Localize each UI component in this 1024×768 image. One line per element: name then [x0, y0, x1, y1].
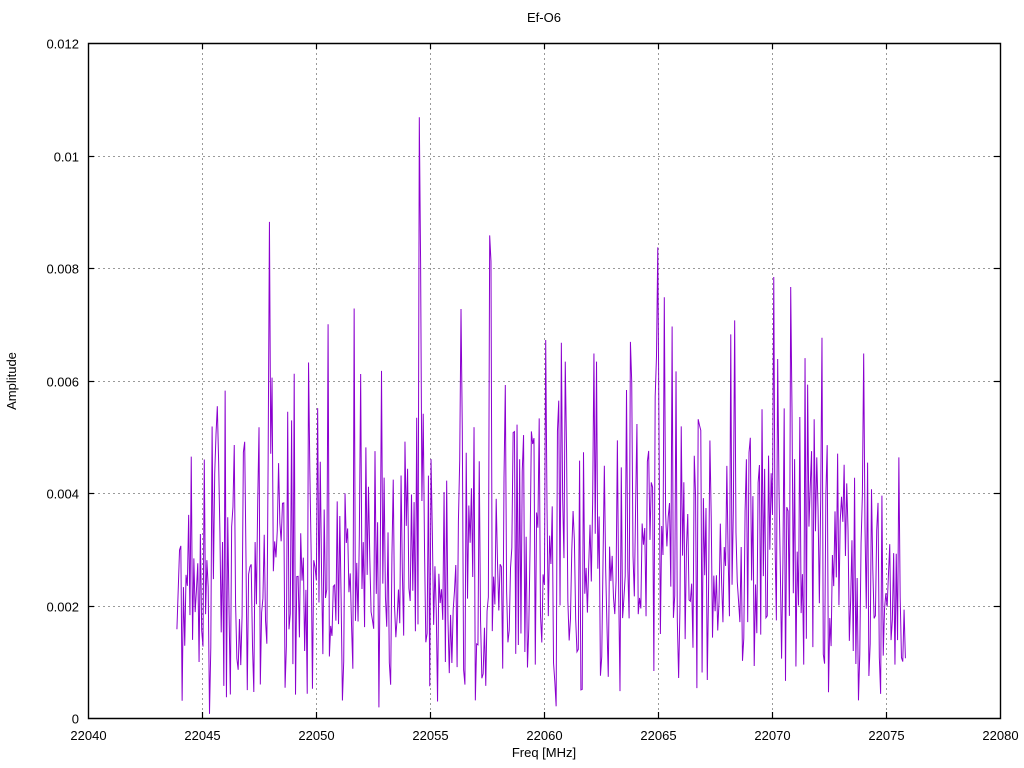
y-tick-label: 0.008 [46, 262, 79, 277]
x-tick-label: 22045 [184, 728, 220, 743]
x-tick-label: 22070 [754, 728, 790, 743]
x-tick-label: 22075 [868, 728, 904, 743]
grid-lines [88, 43, 1000, 718]
data-series-line [176, 117, 906, 714]
x-tick-labels: 22040 22045 22050 22055 22060 22065 22070 22075… [70, 728, 1018, 743]
x-tick-label: 22040 [70, 728, 106, 743]
data-series-layer [176, 117, 906, 714]
y-tick-label: 0.012 [46, 37, 79, 52]
axis-ticks [88, 43, 1000, 718]
plot-border [87, 42, 1002, 720]
y-tick-label: 0.004 [46, 487, 79, 502]
x-tick-label: 22060 [526, 728, 562, 743]
x-tick-label: 22065 [640, 728, 676, 743]
y-tick-label: 0.006 [46, 375, 79, 390]
y-tick-label: 0.002 [46, 600, 79, 615]
y-tick-label: 0 [72, 712, 79, 727]
y-tick-labels: 0 0.002 0.004 0.006 0.008 0.01 0.012 [46, 37, 79, 727]
x-tick-label: 22080 [982, 728, 1018, 743]
x-tick-label: 22050 [298, 728, 334, 743]
x-tick-label: 22055 [412, 728, 448, 743]
chart-title: Ef-O6 [527, 10, 561, 25]
y-tick-label: 0.01 [54, 150, 79, 165]
x-axis-label: Freq [MHz] [512, 745, 576, 760]
y-axis-label: Amplitude [4, 352, 19, 410]
